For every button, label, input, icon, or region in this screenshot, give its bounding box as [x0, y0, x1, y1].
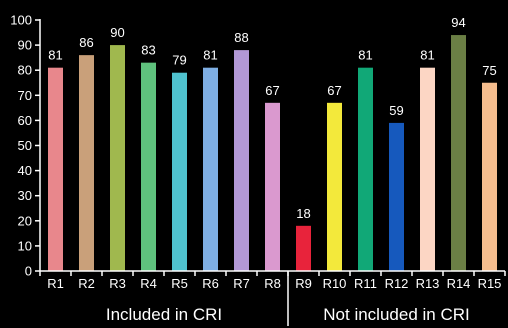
group-label: Included in CRI — [106, 305, 222, 324]
x-tick-label: R1 — [47, 276, 64, 291]
value-label: 67 — [265, 83, 279, 98]
x-tick-label: R8 — [264, 276, 281, 291]
y-tick-label: 80 — [18, 63, 32, 78]
value-label: 81 — [358, 48, 372, 63]
x-tick-label: R6 — [202, 276, 219, 291]
y-tick-label: 70 — [18, 88, 32, 103]
bar-r14 — [451, 35, 466, 272]
y-tick-label: 0 — [25, 264, 32, 279]
x-tick-label: R9 — [295, 276, 312, 291]
bar-r7 — [234, 50, 249, 272]
value-label: 94 — [451, 15, 465, 30]
y-axis: 0 10 20 30 40 50 60 70 80 90 100 — [10, 13, 41, 279]
group-label: Not included in CRI — [323, 305, 469, 324]
x-tick-label: R13 — [416, 276, 440, 291]
x-tick-label: R12 — [385, 276, 409, 291]
bar-r10 — [327, 102, 342, 271]
bar-r12 — [389, 122, 404, 271]
value-label: 81 — [203, 48, 217, 63]
data-labels: 81 86 90 83 79 81 88 67 18 67 81 59 81 94 75 — [48, 15, 496, 221]
bar-r3 — [110, 45, 125, 271]
bar-r5 — [172, 72, 187, 272]
bar-r15 — [482, 82, 497, 271]
y-tick-label: 10 — [18, 238, 32, 253]
bar-r8 — [265, 102, 280, 271]
y-tick-label: 60 — [18, 113, 32, 128]
x-tick-label: R15 — [478, 276, 502, 291]
x-tick-label: R11 — [354, 276, 377, 291]
x-tick-label: R14 — [447, 276, 471, 291]
value-label: 83 — [141, 43, 155, 58]
bar-r2 — [79, 55, 94, 271]
y-tick-label: 30 — [18, 188, 32, 203]
bar-r4 — [141, 62, 156, 271]
bar-r9 — [296, 225, 311, 271]
value-label: 86 — [79, 35, 93, 50]
x-axis: R1 R2 R3 R4 R5 R6 R7 R8 R9 R10 R11 R12 R13 R14 R15 — [39, 270, 506, 291]
value-label: 75 — [482, 63, 496, 78]
value-label: 67 — [327, 83, 341, 98]
value-label: 18 — [296, 206, 310, 221]
y-tick-label: 100 — [10, 13, 32, 28]
value-label: 90 — [110, 25, 124, 40]
y-tick-label: 90 — [18, 38, 32, 53]
x-tick-label: R4 — [140, 276, 157, 291]
bar-r6 — [203, 67, 218, 271]
bar-series — [48, 35, 497, 272]
y-tick-label: 20 — [18, 213, 32, 228]
x-tick-label: R3 — [109, 276, 126, 291]
x-tick-label: R2 — [78, 276, 95, 291]
value-label: 81 — [420, 48, 434, 63]
x-tick-label: R7 — [233, 276, 250, 291]
value-label: 79 — [172, 53, 186, 68]
group-labels: Included in CRI Not included in CRI — [106, 271, 470, 326]
bar-r1 — [48, 67, 63, 271]
x-tick-label: R5 — [171, 276, 188, 291]
y-tick-label: 50 — [18, 138, 32, 153]
value-label: 88 — [234, 30, 248, 45]
bar-r11 — [358, 67, 373, 271]
bar-r13 — [420, 67, 435, 271]
value-label: 59 — [389, 103, 403, 118]
y-tick-label: 40 — [18, 163, 32, 178]
value-label: 81 — [48, 48, 62, 63]
x-tick-label: R10 — [323, 276, 347, 291]
